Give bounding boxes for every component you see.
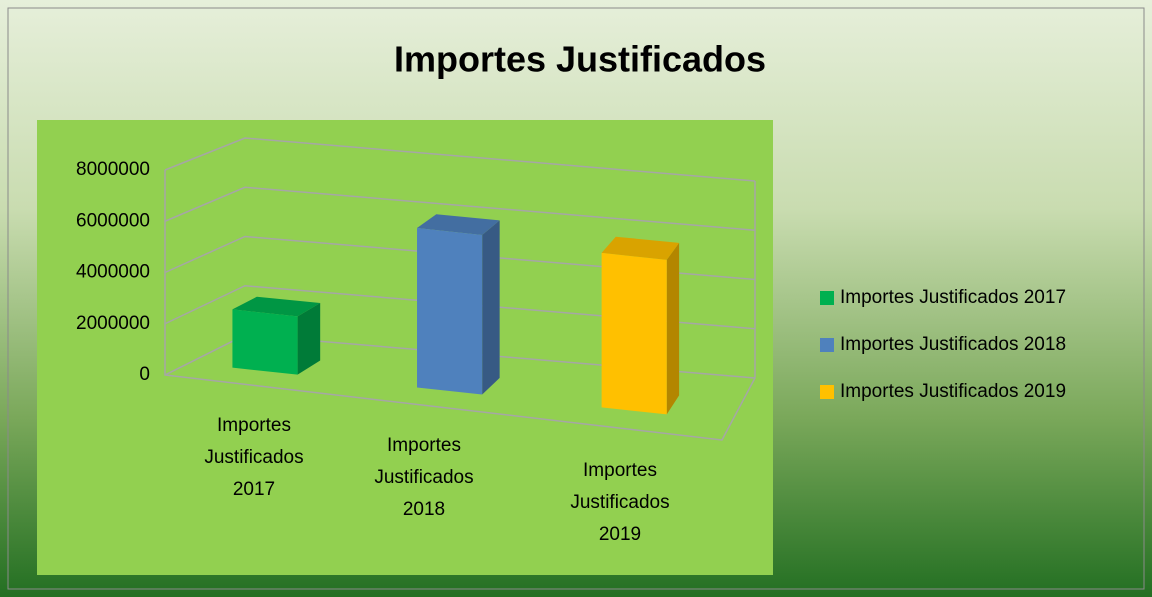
- legend-swatch: [820, 291, 834, 305]
- bar-top: [417, 214, 500, 235]
- legend-swatch: [820, 385, 834, 399]
- y-tick-label: 6000000: [76, 210, 150, 231]
- bar-top: [232, 296, 321, 317]
- grid-line: [164, 284, 756, 330]
- y-tick-label: 8000000: [76, 159, 150, 180]
- legend-swatch: [820, 338, 834, 352]
- legend-label: Importes Justificados 2017: [840, 287, 1066, 308]
- axis-line: [164, 170, 756, 441]
- x-tick-label: Importes Justificados 2017: [204, 415, 304, 500]
- bar-front: [601, 252, 667, 415]
- bar-front: [232, 309, 298, 375]
- bar-front: [417, 227, 483, 395]
- y-tick-label: 0: [139, 364, 150, 385]
- grid-line: [164, 186, 756, 231]
- x-tick-label: Importes Justificados 2018: [374, 435, 474, 520]
- bar-side: [482, 220, 500, 395]
- y-tick-label: 4000000: [76, 262, 150, 283]
- legend-label: Importes Justificados 2018: [840, 334, 1066, 355]
- x-tick-label: Importes Justificados 2019: [570, 460, 670, 545]
- bar-side: [666, 242, 680, 415]
- bar-side: [297, 302, 321, 375]
- chart-title: Importes Justificados: [394, 39, 766, 80]
- grid-line: [164, 235, 756, 281]
- bar-top: [601, 236, 680, 260]
- bar: [232, 296, 321, 375]
- legend-label: Importes Justificados 2019: [840, 381, 1066, 402]
- axis-line: [164, 334, 246, 376]
- bar: [601, 236, 680, 415]
- y-tick-label: 2000000: [76, 313, 150, 334]
- grid-line: [164, 137, 756, 182]
- bar: [417, 214, 500, 395]
- chart-border: [7, 7, 1145, 590]
